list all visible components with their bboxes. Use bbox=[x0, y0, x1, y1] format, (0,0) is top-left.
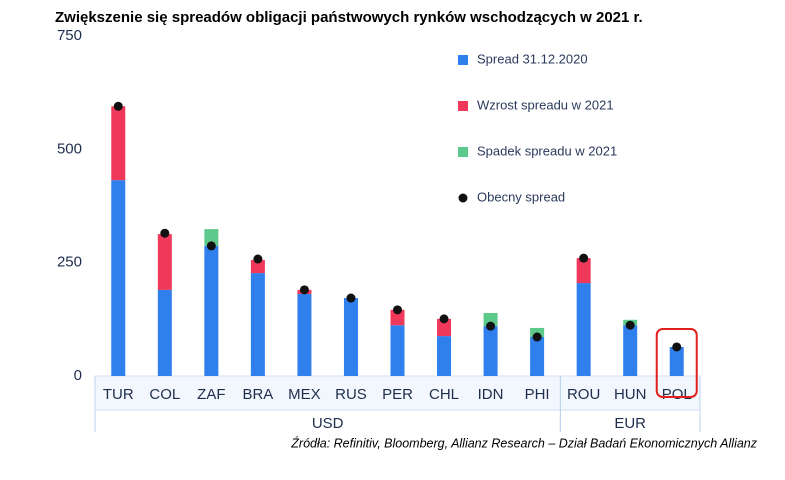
dot bbox=[393, 305, 402, 315]
bar-segment bbox=[297, 293, 312, 376]
source: Źródła: Refinitiv, Bloomberg, Allianz Re… bbox=[290, 435, 757, 450]
dot bbox=[439, 314, 449, 324]
x-tick-label: BRA bbox=[242, 386, 273, 403]
dot bbox=[253, 254, 263, 264]
x-tick-label: MEX bbox=[288, 386, 321, 403]
bar-segment bbox=[111, 180, 126, 376]
bar-segment bbox=[111, 106, 126, 181]
x-tick-label: RUS bbox=[335, 386, 367, 403]
dot bbox=[486, 321, 496, 331]
bar-segment bbox=[204, 229, 219, 246]
x-tick-label: PHI bbox=[525, 386, 550, 403]
bar-segment bbox=[390, 325, 405, 376]
dot bbox=[206, 241, 216, 251]
y-tick-label: 250 bbox=[57, 254, 82, 271]
x-tick-label: HUN bbox=[614, 386, 647, 403]
bar-segment bbox=[669, 346, 684, 376]
group-label: USD bbox=[312, 415, 344, 432]
x-tick-label: ZAF bbox=[197, 386, 225, 403]
legend-label: Spread 31.12.2020 bbox=[477, 51, 588, 66]
legend-label: Wzrost spreadu w 2021 bbox=[477, 97, 614, 112]
bar-segment bbox=[250, 259, 265, 274]
bar-segment bbox=[204, 245, 219, 376]
x-tick-label: ROU bbox=[567, 386, 600, 403]
bar-segment bbox=[483, 326, 498, 376]
legend-marker bbox=[458, 147, 468, 157]
bar-segment bbox=[483, 312, 498, 327]
dot bbox=[579, 253, 589, 263]
x-tick-label: POL bbox=[662, 386, 692, 403]
bar-segment bbox=[157, 234, 172, 290]
bar-segment bbox=[343, 298, 358, 376]
dot bbox=[532, 332, 542, 342]
x-tick-label: PER bbox=[382, 386, 413, 403]
bar-segment bbox=[250, 273, 265, 376]
dot bbox=[113, 101, 123, 111]
group-label: EUR bbox=[614, 415, 646, 432]
x-tick-label: TUR bbox=[103, 386, 134, 403]
dot bbox=[625, 320, 635, 330]
legend-label: Spadek spreadu w 2021 bbox=[477, 143, 617, 158]
y-tick-label: 0 bbox=[74, 367, 82, 384]
bar-segment bbox=[530, 327, 545, 338]
bar-segment bbox=[576, 283, 591, 376]
chart-title: Zwiększenie się spreadów obligacji państ… bbox=[55, 9, 643, 26]
bar-segment bbox=[390, 309, 405, 326]
x-axis-band bbox=[94, 375, 701, 411]
dot bbox=[299, 285, 309, 295]
y-tick-label: 750 bbox=[57, 27, 82, 44]
legend-marker bbox=[458, 101, 468, 111]
bar-segment bbox=[576, 258, 591, 284]
dot bbox=[346, 293, 356, 303]
legend-label: Obecny spread bbox=[477, 189, 565, 204]
x-tick-label: COL bbox=[149, 386, 180, 403]
dot bbox=[672, 342, 682, 352]
dot bbox=[160, 228, 170, 238]
x-tick-label: IDN bbox=[478, 386, 504, 403]
bar-segment bbox=[623, 325, 638, 376]
bar-segment bbox=[157, 289, 172, 376]
legend-marker bbox=[458, 55, 468, 65]
x-tick-label: CHL bbox=[429, 386, 459, 403]
legend-marker bbox=[458, 193, 468, 203]
bar-segment bbox=[437, 318, 452, 337]
bar-segment bbox=[437, 336, 452, 376]
highlight-box bbox=[655, 328, 698, 398]
bar-segment bbox=[530, 337, 545, 376]
y-tick-label: 500 bbox=[57, 140, 82, 157]
